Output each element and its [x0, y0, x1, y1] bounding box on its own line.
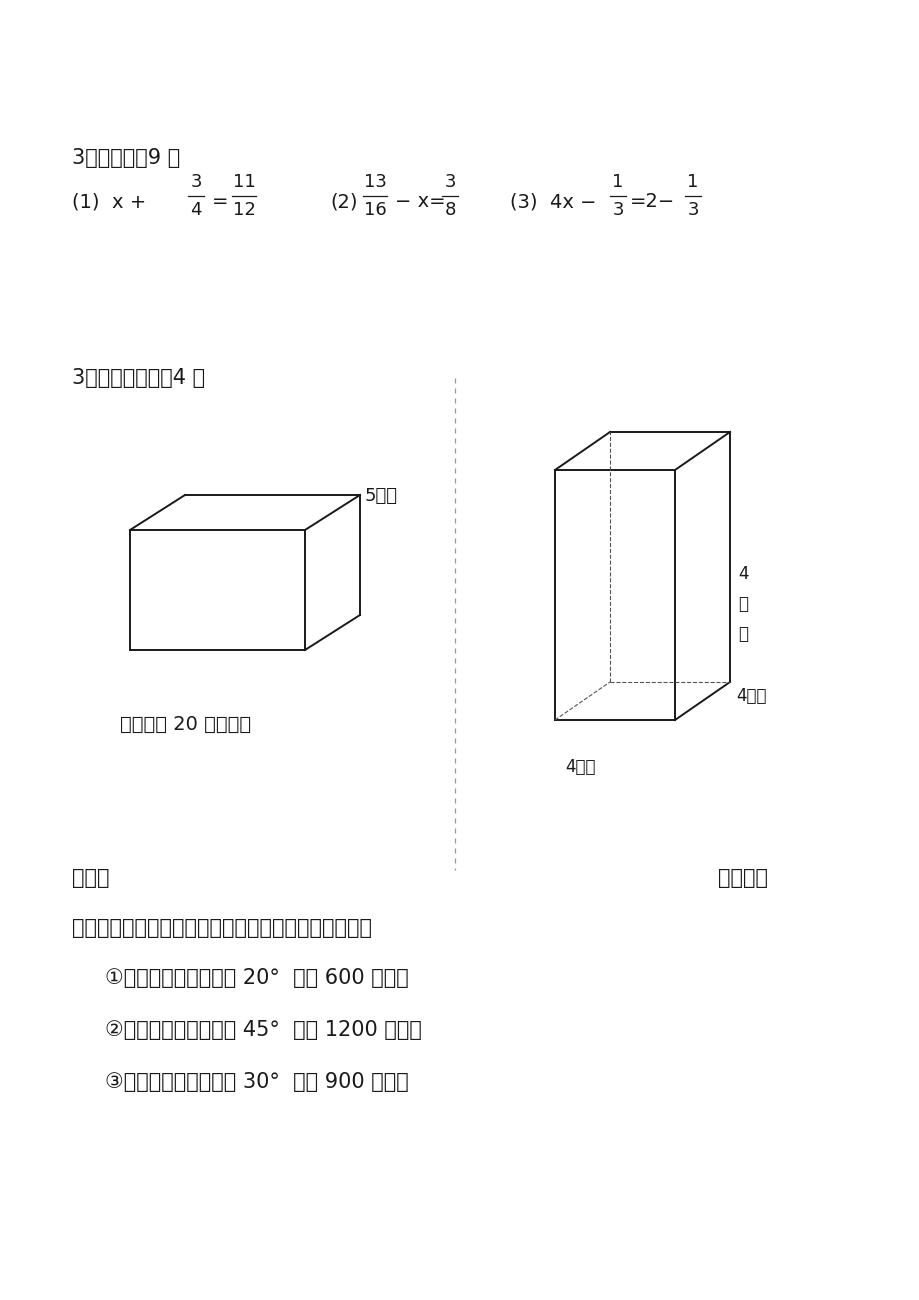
Text: 表面积：: 表面积：: [717, 868, 767, 888]
Text: 厘: 厘: [737, 595, 747, 614]
Text: 米: 米: [737, 625, 747, 644]
Text: 底面积是 20 平方分米: 底面积是 20 平方分米: [119, 715, 251, 734]
Text: 4: 4: [190, 202, 201, 218]
Text: 11: 11: [233, 173, 255, 191]
Text: 5分米: 5分米: [365, 488, 398, 504]
Text: ①小丽家在广场北偏西 20°  方向 600 米处。: ①小丽家在广场北偏西 20° 方向 600 米处。: [105, 968, 408, 988]
Text: 3: 3: [611, 202, 623, 218]
Text: (3)  4x −: (3) 4x −: [509, 192, 596, 211]
Text: 体积：: 体积：: [72, 868, 109, 888]
Text: 五、根据下面的描述，在平面图上标出各场所的位置。: 五、根据下面的描述，在平面图上标出各场所的位置。: [72, 918, 371, 939]
Text: 12: 12: [233, 202, 255, 218]
Text: 3、解方程。9 分: 3、解方程。9 分: [72, 148, 180, 168]
Text: ②小彬家在广场西偏南 45°  方向 1200 米处。: ②小彬家在广场西偏南 45° 方向 1200 米处。: [105, 1020, 422, 1040]
Text: =: =: [211, 192, 228, 211]
Text: 1: 1: [612, 173, 623, 191]
Text: (1)  x +: (1) x +: [72, 192, 153, 211]
Text: 13: 13: [363, 173, 386, 191]
Text: − x=: − x=: [394, 192, 445, 211]
Text: (2): (2): [330, 192, 357, 211]
Text: 3: 3: [190, 173, 201, 191]
Text: 8: 8: [444, 202, 455, 218]
Text: ③柳柳家在广场南偏东 30°  方向 900 米处。: ③柳柳家在广场南偏东 30° 方向 900 米处。: [105, 1072, 408, 1092]
Text: 3: 3: [686, 202, 698, 218]
Text: 3、按要求计算。4 分: 3、按要求计算。4 分: [72, 368, 205, 387]
Text: 16: 16: [363, 202, 386, 218]
Text: 3: 3: [444, 173, 455, 191]
Text: =2−: =2−: [630, 192, 675, 211]
Text: 1: 1: [686, 173, 698, 191]
Text: 4厘米: 4厘米: [564, 758, 595, 776]
Text: 4: 4: [737, 566, 748, 582]
Text: 4厘米: 4厘米: [735, 686, 766, 705]
